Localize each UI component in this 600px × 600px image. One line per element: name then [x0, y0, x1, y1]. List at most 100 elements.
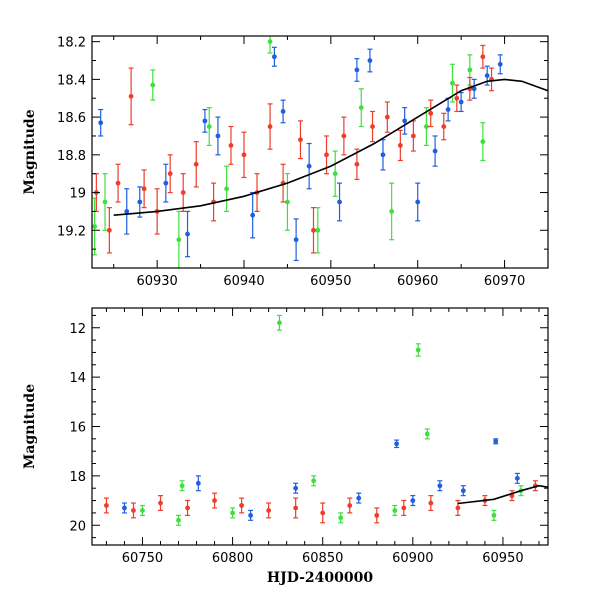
data-point-green [206, 107, 212, 146]
data-point-blue [514, 472, 520, 484]
data-point-green [338, 512, 344, 524]
data-point-red [211, 182, 217, 222]
x-tick-label: 60930 [136, 274, 177, 289]
data-point-red [428, 99, 434, 128]
data-point-red [374, 507, 380, 524]
data-point-blue [124, 188, 130, 235]
y-tick-label: 18.8 [57, 149, 86, 164]
bottom-panel-light-curve-full: 60750 60800 60850 60900 60950 12 14 16 18 20 Magni… [22, 307, 549, 586]
y-tick-label: 14 [69, 371, 86, 386]
data-point-red [130, 502, 136, 519]
data-point-red [106, 207, 112, 254]
data-point-green [176, 210, 182, 268]
data-point-blue [250, 191, 256, 239]
data-point-red [267, 103, 273, 150]
data-point-blue [248, 509, 254, 521]
data-point-blue [202, 108, 208, 133]
data-point-green [276, 314, 282, 331]
x-tick-label: 60950 [310, 274, 351, 289]
data-point-green [480, 122, 486, 162]
data-point-green [358, 88, 364, 128]
data-point-green [491, 509, 497, 521]
y-tick-label: 19 [69, 187, 86, 202]
data-point-green [423, 107, 429, 146]
data-point-green [267, 36, 273, 54]
data-point-red [397, 129, 403, 162]
data-point-green [311, 475, 317, 487]
data-point-blue [497, 54, 503, 75]
data-point-red [193, 141, 199, 188]
data-point-green [179, 480, 185, 492]
y-tick-label: 18 [69, 470, 86, 485]
data-point-red [310, 207, 316, 254]
data-point-green [424, 428, 430, 440]
data-point-blue [215, 116, 221, 156]
y-tick-label: 18.4 [57, 73, 86, 88]
data-point-red [115, 163, 121, 203]
data-point-red [341, 116, 347, 156]
data-point-green [315, 207, 321, 254]
data-point-green [230, 507, 236, 519]
x-tick-label: 60970 [484, 274, 525, 289]
data-point-blue [432, 135, 438, 167]
data-point-blue [185, 210, 191, 258]
data-point-red [480, 44, 486, 69]
y-tick-label: 20 [69, 519, 86, 534]
data-point-blue [410, 495, 416, 507]
data-point-green [392, 504, 398, 516]
x-tick-label: 60800 [212, 551, 253, 566]
x-axis-label: HJD-2400000 [267, 570, 374, 586]
data-point-red [401, 499, 407, 516]
data-point-red [167, 154, 173, 194]
data-point-green [415, 343, 421, 357]
data-point-red [354, 148, 360, 180]
data-point-red [347, 497, 353, 514]
data-point-blue [195, 475, 201, 492]
data-point-blue [98, 108, 104, 137]
data-point-red [157, 495, 163, 512]
x-tick-label: 60960 [397, 274, 438, 289]
y-tick-label: 18.2 [57, 36, 86, 51]
data-point-blue [394, 439, 400, 449]
data-point-blue [460, 485, 466, 497]
data-point-red [266, 502, 272, 519]
data-point-blue [271, 46, 277, 67]
y-tick-label: 18.6 [57, 111, 86, 126]
y-axis-label: Magnitude [22, 384, 38, 469]
data-point-red [467, 76, 473, 101]
fit-curve [113, 78, 548, 216]
y-tick-label: 16 [69, 421, 86, 436]
data-point-red [239, 497, 245, 514]
y-axis-label: Magnitude [22, 109, 38, 194]
data-point-blue [437, 480, 443, 492]
data-point-red [428, 495, 434, 512]
data-point-red [370, 110, 376, 143]
data-point-green [176, 514, 182, 526]
data-point-red [241, 131, 247, 179]
data-point-blue [415, 182, 421, 222]
data-point-blue [280, 99, 286, 124]
data-point-red [384, 101, 390, 133]
data-point-blue [306, 142, 312, 190]
top-panel-light-curve-zoom: 60930 60940 60950 60960 60970 18.2 18.4 18.6 18.… [22, 35, 549, 289]
fit-curve [457, 484, 548, 505]
x-tick-label: 60900 [392, 551, 433, 566]
x-tick-label: 60850 [302, 551, 343, 566]
data-point-green [150, 69, 156, 101]
data-point-red [103, 497, 109, 514]
data-point-blue [137, 186, 143, 218]
data-point-blue [121, 502, 127, 514]
y-tick-label: 19.2 [57, 224, 86, 239]
data-point-green [102, 173, 108, 231]
data-point-green [92, 197, 98, 256]
data-point-red [141, 169, 147, 209]
plot-area [92, 36, 548, 268]
data-point-green [224, 165, 230, 213]
x-tick-label: 60750 [122, 551, 163, 566]
data-point-red [180, 173, 186, 213]
data-point-red [297, 120, 303, 160]
data-point-red [128, 67, 134, 126]
data-point-green [139, 504, 145, 516]
data-point-blue [471, 78, 477, 99]
data-point-green [332, 150, 338, 197]
